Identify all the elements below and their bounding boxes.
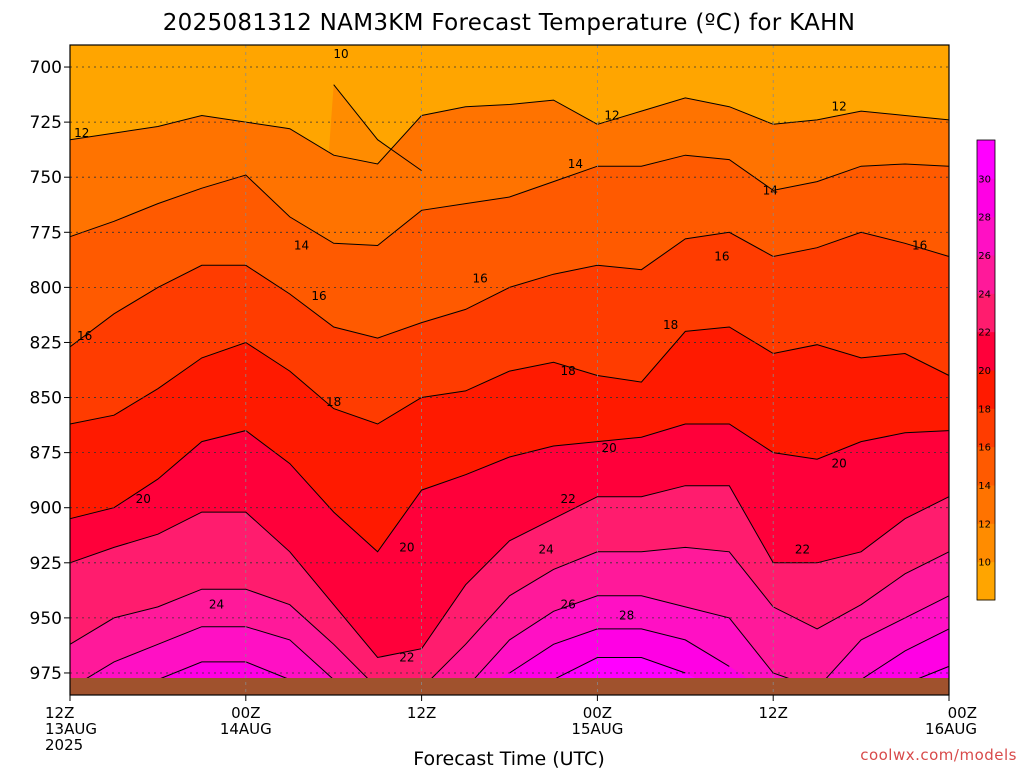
isotherm-label: 18	[560, 364, 575, 378]
isotherm-label: 14	[763, 183, 778, 197]
x-tick-label: 15AUG	[571, 720, 623, 738]
isotherm-label: 16	[473, 272, 488, 286]
y-tick-label: 875	[30, 444, 62, 464]
colorbar-label: 16	[978, 443, 991, 454]
x-tick-label: 00Z	[583, 704, 612, 722]
isotherm-label: 12	[74, 126, 89, 140]
y-tick-label: 700	[30, 58, 62, 78]
isotherm-labels: 10 12 12 12 14 14 14 16 16 16 16 16 18 18 18 20 20 20 20 22…	[74, 47, 927, 665]
isotherm-label: 28	[619, 609, 634, 623]
isotherm-label: 18	[663, 318, 678, 332]
ground-surface	[70, 678, 949, 695]
isotherm-label: 10	[333, 47, 348, 61]
isotherm-26	[69, 595, 950, 689]
colorbar-label: 10	[978, 558, 991, 569]
colorbar-segment	[977, 293, 995, 333]
isotherm-label: 20	[136, 492, 151, 506]
plot-area	[70, 45, 949, 696]
isotherm-label: 26	[560, 598, 575, 612]
colorbar-label: 26	[978, 251, 991, 262]
x-tick-label: 13AUG	[45, 720, 97, 738]
isotherm-label: 24	[209, 598, 224, 612]
colorbar-segment	[977, 331, 995, 371]
x-tick-label: 16AUG	[925, 720, 977, 738]
x-tick-label: 12Z	[45, 704, 74, 722]
colorbar-label: 18	[978, 404, 991, 415]
isotherm-label: 24	[538, 543, 553, 557]
x-tick-label: 14AUG	[220, 720, 272, 738]
isotherm-18	[69, 326, 950, 425]
colorbar-label: 20	[978, 366, 991, 377]
y-tick-label: 900	[30, 499, 62, 519]
y-tick-label: 775	[30, 223, 62, 243]
isotherm-14	[69, 154, 950, 247]
y-tick-label: 800	[30, 278, 62, 298]
x-axis-label: Forecast Time (UTC)	[413, 748, 604, 768]
colorbar-label: 28	[978, 213, 991, 224]
x-tick-label: 12Z	[407, 704, 436, 722]
colorbar-label: 22	[978, 328, 991, 339]
y-tick-label: 750	[30, 168, 62, 188]
colorbar-segment	[977, 485, 995, 524]
isotherm-12	[69, 97, 950, 165]
y-tick-label: 975	[30, 664, 62, 684]
credit-text: coolwx.com/models	[860, 746, 1017, 764]
isotherm-label: 16	[714, 250, 729, 264]
isotherm-label: 22	[795, 543, 810, 557]
y-tick-label: 925	[30, 554, 62, 574]
isotherm-label: 20	[601, 441, 616, 455]
plot-frame	[69, 44, 950, 696]
isotherm-label: 12	[831, 100, 846, 114]
colorbar-segment	[977, 408, 995, 448]
isotherm-label: 16	[912, 239, 927, 253]
colorbar-segment	[977, 370, 995, 409]
isotherm-label: 12	[604, 109, 619, 123]
isotherm-label: 22	[399, 651, 414, 665]
isotherm-label: 18	[326, 395, 341, 409]
colorbar-segment	[977, 561, 995, 601]
pressure-axis: 700 725 750 775 800 825 850 875 900 925 950 975	[30, 58, 70, 684]
x-tick-label: 00Z	[948, 704, 977, 722]
colorbar-label: 12	[978, 519, 991, 530]
isotherm-20	[69, 423, 950, 553]
colorbar-label: 24	[978, 289, 991, 300]
colorbar-segment	[977, 446, 995, 486]
colorbar-segment	[977, 140, 995, 179]
y-tick-label: 725	[30, 113, 62, 133]
y-tick-label: 950	[30, 609, 62, 629]
isotherm-label: 14	[294, 239, 309, 253]
isotherm-label: 16	[77, 329, 92, 343]
x-tick-label: 12Z	[759, 704, 788, 722]
colorbar-legend: 10 12 14 16 18 20 22 24 26 28 30	[976, 139, 996, 601]
x-tick-label: 00Z	[231, 704, 260, 722]
colorbar-segment	[977, 178, 995, 218]
colorbar-segment	[977, 255, 995, 294]
chart-title: 2025081312 NAM3KM Forecast Temperature (…	[163, 10, 856, 36]
isotherm-10	[333, 84, 422, 172]
isotherm-label: 20	[399, 540, 414, 554]
x-tick-label: 2025	[45, 736, 83, 754]
colorbar-segment	[977, 523, 995, 563]
isotherm-label: 22	[560, 492, 575, 506]
isotherm-24	[69, 546, 950, 689]
isotherm-label: 20	[831, 457, 846, 471]
y-tick-label: 825	[30, 333, 62, 353]
colorbar-label: 30	[978, 174, 991, 185]
isotherm-label: 14	[568, 157, 583, 171]
colorbar-label: 14	[978, 481, 991, 492]
isotherm-label: 16	[311, 289, 326, 303]
y-tick-label: 850	[30, 389, 62, 409]
colorbar-frame	[976, 139, 996, 601]
colorbar-segment	[977, 216, 995, 256]
